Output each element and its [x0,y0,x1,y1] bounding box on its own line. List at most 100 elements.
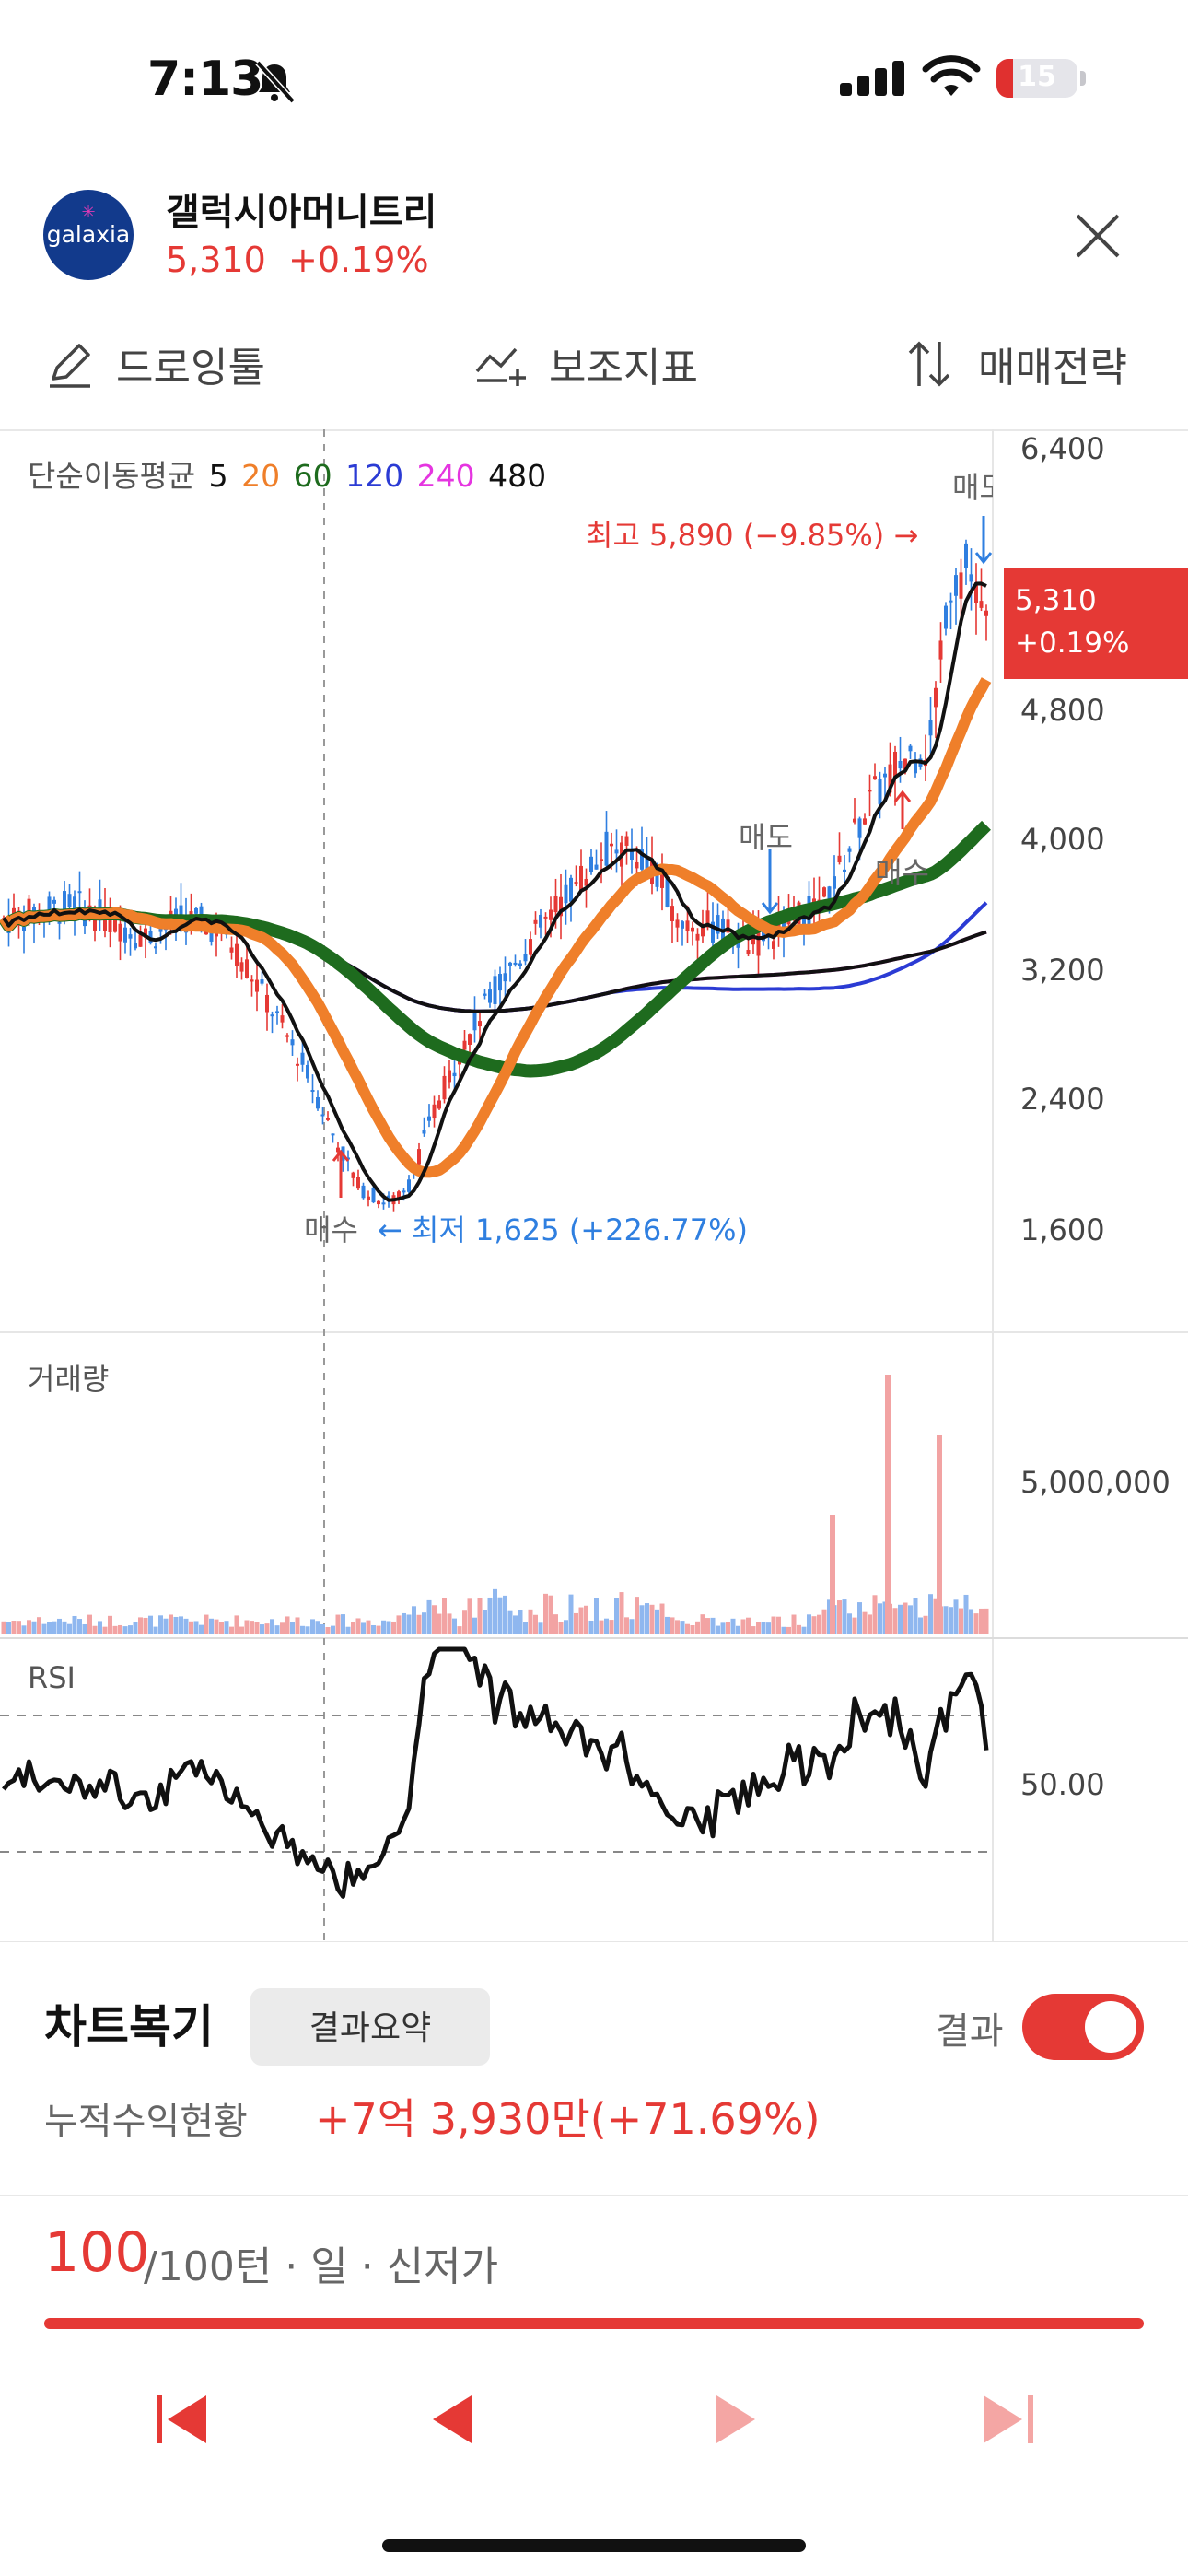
volume-bar [913,1598,918,1634]
volume-bar [264,1623,270,1634]
indicators-label: 보조지표 [549,345,698,392]
volume-bar [786,1626,791,1634]
ma-legend[interactable]: 단순이동평균 5 20 60 120 240 480 [28,451,550,496]
volume-bar [77,1619,82,1634]
volume-bar [452,1618,457,1634]
volume-bar [584,1605,588,1634]
current-price-value: 5,310 [1015,584,1097,617]
volume-bar [538,1622,543,1634]
company-logo: ✳ galaxia [43,190,134,280]
volume-bar [578,1607,584,1634]
volume-bar [746,1617,751,1634]
volume-bar [659,1603,665,1634]
next-button[interactable] [681,2377,792,2460]
ma-20-line [0,677,992,1178]
volume-bar [533,1614,538,1634]
candle-body [630,850,634,861]
candle-body [316,1096,320,1109]
volume-bar [31,1621,37,1634]
volume-bar [457,1626,462,1634]
rsi-axis-label: 50.00 [1020,1767,1105,1802]
candle-body [772,941,775,949]
buy-arrow-head [893,790,912,802]
volume-bar [716,1625,720,1634]
candle-body [843,869,846,872]
volume-bar [183,1618,189,1634]
volume-bar [736,1625,740,1634]
volume-bar [776,1616,781,1634]
candle-body [518,963,522,966]
candle-body [681,921,684,929]
candle-body [822,887,826,897]
candle-body [600,859,603,861]
candle-body [726,919,730,933]
cumulative-profit-value: +7억 3,930만(+71.69%) [315,2094,821,2144]
candle-body [154,946,157,949]
volume-bar [619,1592,624,1634]
candle-body [77,891,82,894]
step-forward-icon [716,2395,755,2443]
volume-bar [614,1598,619,1634]
candle-body [381,1202,386,1205]
candle-body [123,927,127,943]
candle-body [346,1157,350,1160]
volume-bar [553,1614,558,1634]
trading-strategy-label: 매매전략 [978,345,1127,392]
volume-bar [574,1612,578,1634]
volume-bar [153,1626,158,1634]
volume-bar [710,1617,716,1634]
ma-period-240: 240 [416,458,475,494]
volume-bar [523,1622,528,1634]
drawing-tool-button[interactable]: 드로잉툴 [44,332,265,396]
candle-body [837,855,842,863]
indicators-button[interactable]: 보조지표 [473,332,698,396]
candle-body [705,910,710,928]
volume-bar [513,1615,518,1634]
turn-progress-bar [44,2318,1144,2329]
result-summary-button[interactable]: 결과요약 [250,1988,490,2066]
volume-spike [937,1435,942,1634]
volume-bar [558,1622,564,1634]
candle-body [746,950,751,954]
volume-bar [645,1603,649,1634]
skip-to-start-button[interactable] [125,2377,236,2460]
candle-body [320,1114,325,1117]
candle-body [265,994,269,1013]
volume-bar [690,1625,695,1634]
candle-body [553,896,558,913]
candle-body [397,1191,401,1199]
stock-chart[interactable] [0,429,1188,1942]
trading-strategy-button[interactable]: 매매전략 [903,332,1127,396]
candle-body [452,1072,457,1077]
skip-to-end-button[interactable] [954,2377,1065,2460]
candle-body [529,939,532,955]
candle-body [908,745,913,752]
close-icon[interactable] [1070,208,1125,263]
candle-body [351,1172,355,1178]
candle-body [296,1063,299,1066]
battery-level: 15 [1018,61,1056,93]
candle-body [847,848,852,852]
candle-body [614,849,619,854]
candle-body [448,1070,451,1083]
volume-bar [87,1614,92,1634]
sell-arrow-head [974,552,993,565]
volume-bar [209,1618,214,1634]
volume-bar [391,1621,396,1634]
candle-body [716,915,720,934]
previous-button[interactable] [396,2377,507,2460]
volume-bar [47,1622,52,1634]
sell-marker-label: 매도 [739,820,793,855]
volume-bar [244,1620,250,1634]
candle-body [873,776,877,780]
candle-body [300,1052,305,1065]
candle-body [868,790,872,792]
volume-bar [27,1620,31,1634]
volume-bar [295,1617,300,1634]
candle-body [574,882,578,884]
volume-bar [766,1622,771,1634]
price-axis-label: 2,400 [1020,1082,1105,1117]
candle-body [229,947,234,953]
result-toggle[interactable] [1022,1994,1144,2060]
volume-bar [629,1619,635,1634]
